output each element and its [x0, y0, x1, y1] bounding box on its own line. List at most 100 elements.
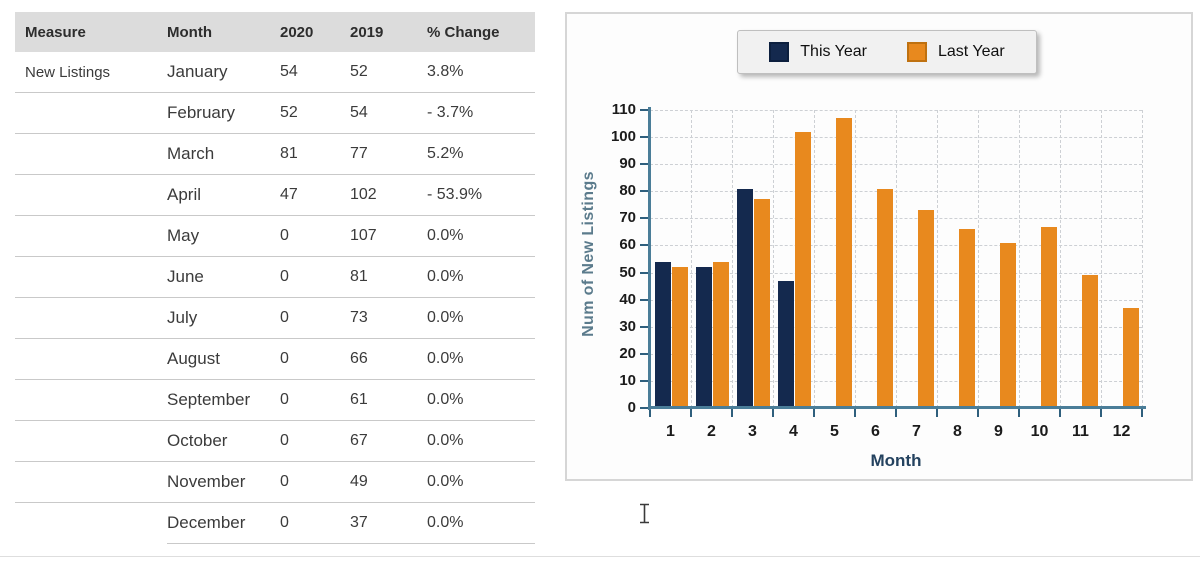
y-tick-label: 80	[619, 182, 636, 200]
y-axis-tick	[640, 136, 649, 139]
cell-month: November	[167, 462, 280, 503]
y-axis-tick	[640, 163, 649, 166]
cell-pct-change: - 53.9%	[427, 175, 535, 216]
y-tick-label: 100	[610, 128, 636, 146]
x-axis-title: Month	[870, 451, 922, 470]
y-axis-line	[648, 107, 651, 410]
bar-this-year-month-1	[654, 261, 671, 408]
table-row: September 0 61 0.0%	[15, 380, 535, 421]
cell-measure	[15, 175, 167, 216]
x-axis-tick	[936, 409, 938, 417]
v-gridline	[1019, 110, 1020, 408]
y-axis-tick	[640, 244, 649, 247]
cell-month: May	[167, 216, 280, 257]
y-tick-label: 110	[611, 101, 636, 118]
table-row: August 0 66 0.0%	[15, 339, 535, 380]
last-year-swatch-icon	[906, 42, 927, 62]
v-gridline	[978, 110, 979, 408]
table-row: March 81 77 5.2%	[15, 134, 535, 175]
legend-item-this-year[interactable]: This Year	[769, 42, 867, 62]
cell-pct-change: 0.0%	[427, 257, 535, 298]
cell-2020: 0	[280, 503, 350, 544]
v-gridline	[732, 110, 733, 408]
cell-2019: 73	[350, 298, 427, 339]
v-gridline	[937, 110, 938, 408]
cell-month: March	[167, 134, 280, 175]
cell-2020: 0	[280, 339, 350, 380]
cell-pct-change: - 3.7%	[427, 93, 535, 134]
cell-measure	[15, 421, 167, 462]
bar-last-year-month-9	[999, 242, 1016, 408]
listings-table: Measure Month 2020 2019 % Change New Lis…	[15, 12, 535, 544]
x-axis-tick	[772, 409, 774, 417]
table-row: New Listings January 54 52 3.8%	[15, 52, 535, 93]
cell-2019: 102	[350, 175, 427, 216]
chart-legend: This Year Last Year	[737, 30, 1037, 74]
x-tick-label: 3	[748, 423, 757, 440]
x-axis-tick	[895, 409, 897, 417]
x-tick-label: 7	[912, 423, 921, 440]
bar-last-year-month-7	[917, 210, 934, 408]
y-tick-label: 20	[619, 344, 636, 362]
x-tick-label: 5	[830, 423, 839, 440]
v-gridline	[1142, 110, 1143, 408]
cell-2019: 54	[350, 93, 427, 134]
cell-2019: 37	[350, 503, 427, 544]
plot-area: 0 10 20 30 40 50 60 70 80 90 100 110 1 2 3 4 5 6 7 8 9 10 11 12	[611, 101, 1146, 440]
legend-item-last-year[interactable]: Last Year	[906, 42, 1005, 62]
cell-month: December	[167, 503, 280, 544]
x-axis-tick	[1059, 409, 1061, 417]
cell-measure	[15, 503, 167, 544]
cell-month: August	[167, 339, 280, 380]
y-axis-tick	[640, 109, 649, 111]
bar-last-year-month-6	[876, 188, 893, 408]
this-year-swatch-icon	[769, 42, 790, 62]
header-month: Month	[167, 23, 212, 41]
bar-this-year-month-3	[736, 188, 753, 408]
cell-measure: New Listings	[15, 52, 167, 93]
x-tick-label: 6	[871, 423, 880, 440]
x-axis-tick	[854, 409, 856, 417]
cell-pct-change: 0.0%	[427, 421, 535, 462]
cell-2019: 66	[350, 339, 427, 380]
cell-measure	[15, 298, 167, 339]
cell-pct-change: 0.0%	[427, 380, 535, 421]
bar-last-year-month-12	[1122, 307, 1139, 408]
table-row: October 0 67 0.0%	[15, 421, 535, 462]
table-row: February 52 54- 3.7%	[15, 93, 535, 134]
bar-this-year-month-2	[695, 267, 712, 408]
cell-month: September	[167, 380, 280, 421]
cell-2020: 47	[280, 175, 350, 216]
y-tick-label: 10	[619, 371, 636, 389]
header-pct-change: % Change	[427, 23, 500, 41]
cell-2020: 0	[280, 216, 350, 257]
cell-month: October	[167, 421, 280, 462]
cell-2019: 77	[350, 134, 427, 175]
table-row: April 47 102- 53.9%	[15, 175, 535, 216]
y-tick-label: 50	[619, 263, 636, 281]
cell-2020: 0	[280, 257, 350, 298]
cell-measure	[15, 93, 167, 134]
cell-2019: 67	[350, 421, 427, 462]
header-2019: 2019	[350, 23, 384, 41]
x-axis-line	[648, 406, 1146, 409]
cell-measure	[15, 462, 167, 503]
cell-2020: 0	[280, 462, 350, 503]
y-axis-tick	[640, 352, 649, 355]
cell-2019: 52	[350, 52, 427, 93]
cell-2019: 61	[350, 380, 427, 421]
header-2020: 2020	[280, 23, 314, 41]
cell-pct-change: 0.0%	[427, 216, 535, 257]
y-tick-label: 90	[619, 155, 636, 173]
cell-measure	[15, 216, 167, 257]
y-axis-tick	[640, 407, 649, 409]
y-tick-label: 60	[619, 236, 636, 254]
cell-pct-change: 0.0%	[427, 339, 535, 380]
cell-measure	[15, 380, 167, 421]
x-tick-label: 8	[953, 423, 962, 440]
table-row: May 0 107 0.0%	[15, 216, 535, 257]
x-axis-tick	[813, 409, 815, 417]
v-gridline	[773, 110, 774, 408]
cell-2020: 0	[280, 298, 350, 339]
x-axis-tick	[977, 409, 979, 417]
